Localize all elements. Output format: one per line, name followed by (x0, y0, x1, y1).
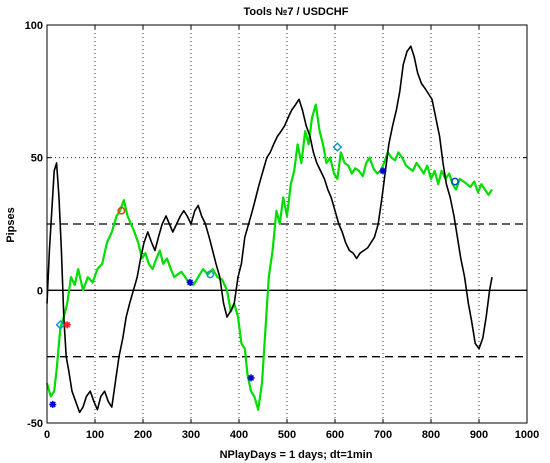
x-tick-label: 100 (86, 429, 104, 441)
series-lines (45, 45, 493, 414)
x-tick-label: 0 (44, 429, 50, 441)
star-marker (247, 374, 255, 382)
diamond-marker (332, 142, 343, 152)
green-series-line (45, 103, 493, 411)
star-marker (49, 400, 57, 408)
chart-title: Tools №7 / USDCHF (244, 6, 349, 18)
star-marker (63, 321, 71, 329)
x-tick-label: 300 (182, 429, 200, 441)
trade-markers (49, 142, 459, 408)
y-tick-label: 100 (25, 20, 43, 32)
y-axis-ticks: -50 0 50 100 (25, 20, 527, 430)
x-tick-label: 400 (230, 429, 248, 441)
y-axis-label: Pipses (5, 207, 17, 242)
diamond-marker (55, 319, 66, 330)
star-marker (379, 167, 387, 175)
x-tick-label: 1000 (515, 429, 539, 441)
circle-marker (117, 206, 126, 215)
y-tick-label: 0 (37, 285, 43, 297)
circle-marker (451, 177, 459, 186)
x-axis-label: NPlayDays = 1 days; dt=1min (220, 449, 373, 461)
x-tick-label: 600 (326, 429, 344, 441)
x-axis-ticks: 0 100 200 300 400 500 600 700 800 900 1000 (44, 25, 539, 441)
circle-marker (206, 270, 215, 279)
reference-lines (47, 223, 527, 358)
y-tick-label: -50 (27, 418, 43, 430)
x-tick-label: 500 (278, 429, 296, 441)
plot-area (45, 24, 528, 424)
x-tick-label: 700 (374, 429, 392, 441)
y-tick-label: 50 (31, 153, 43, 165)
x-tick-label: 800 (422, 429, 440, 441)
x-tick-label: 200 (134, 429, 152, 441)
star-marker (186, 278, 194, 286)
x-tick-label: 900 (470, 429, 488, 441)
black-series-line (46, 45, 493, 414)
